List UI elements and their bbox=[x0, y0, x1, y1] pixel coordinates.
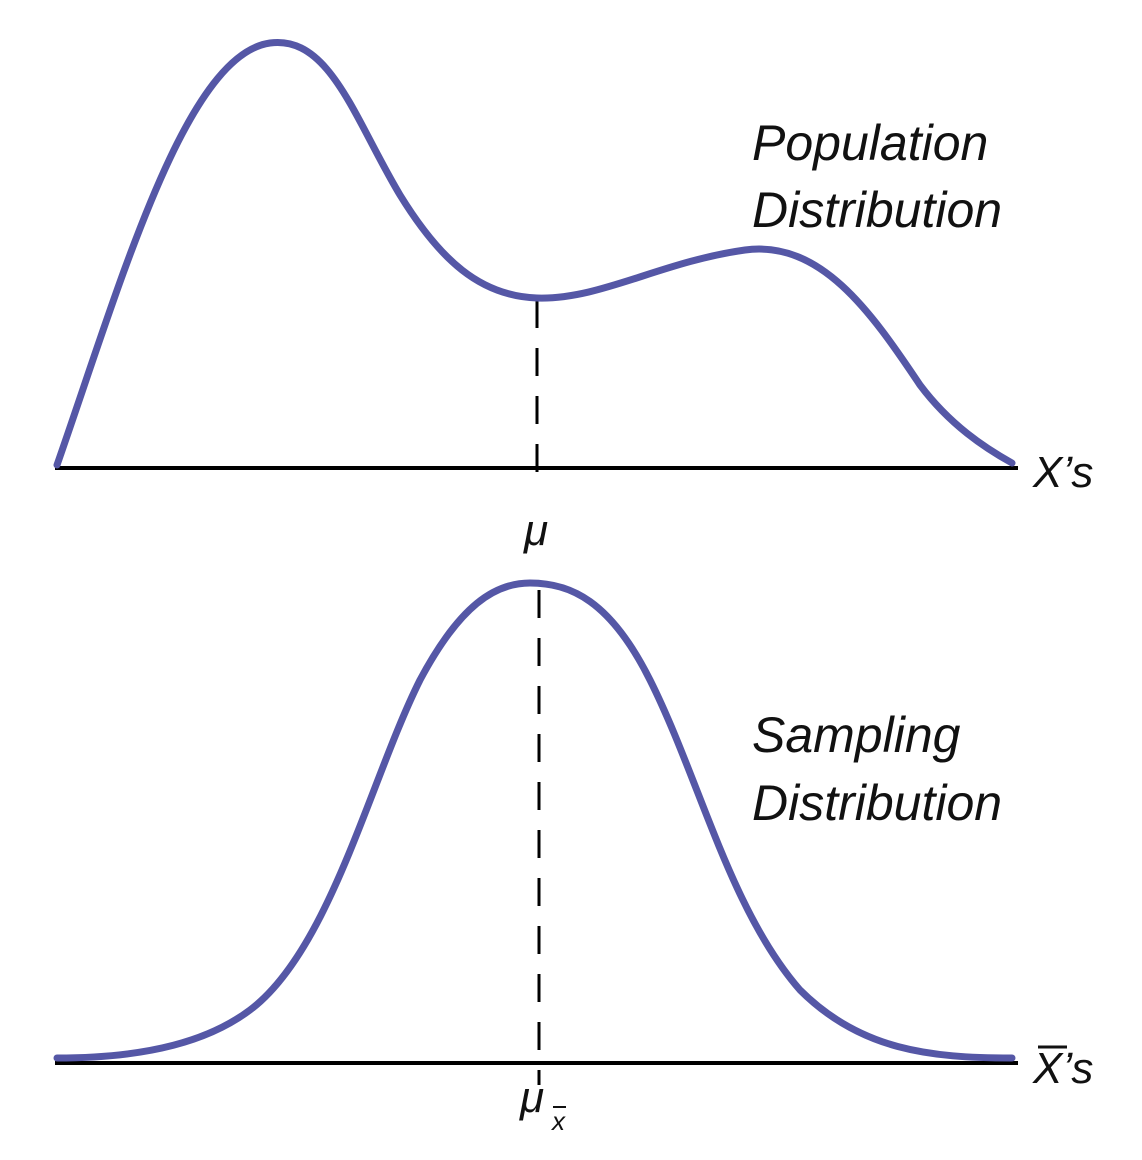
population-axis-label: X’s bbox=[1032, 448, 1093, 497]
population-curve bbox=[53, 39, 1016, 469]
sampling-title-line1: Sampling bbox=[752, 707, 961, 763]
population-title-line2: Distribution bbox=[752, 182, 1002, 238]
sampling-mean-label-group: μ x bbox=[519, 1073, 566, 1136]
sampling-title-line2: Distribution bbox=[752, 775, 1002, 831]
sampling-curve bbox=[53, 579, 1016, 1062]
sampling-mean-subscript: x bbox=[550, 1106, 566, 1136]
sampling-axis-label-group: X’s bbox=[1032, 1044, 1093, 1093]
sampling-mean-label: μ bbox=[519, 1073, 544, 1122]
population-panel: Population Distribution X’s μ bbox=[53, 39, 1093, 555]
sampling-axis-label: X’s bbox=[1032, 1044, 1093, 1093]
population-title-line1: Population bbox=[752, 115, 988, 171]
population-mean-label: μ bbox=[523, 506, 548, 555]
sampling-panel: Sampling Distribution X’s μ x bbox=[53, 579, 1093, 1136]
